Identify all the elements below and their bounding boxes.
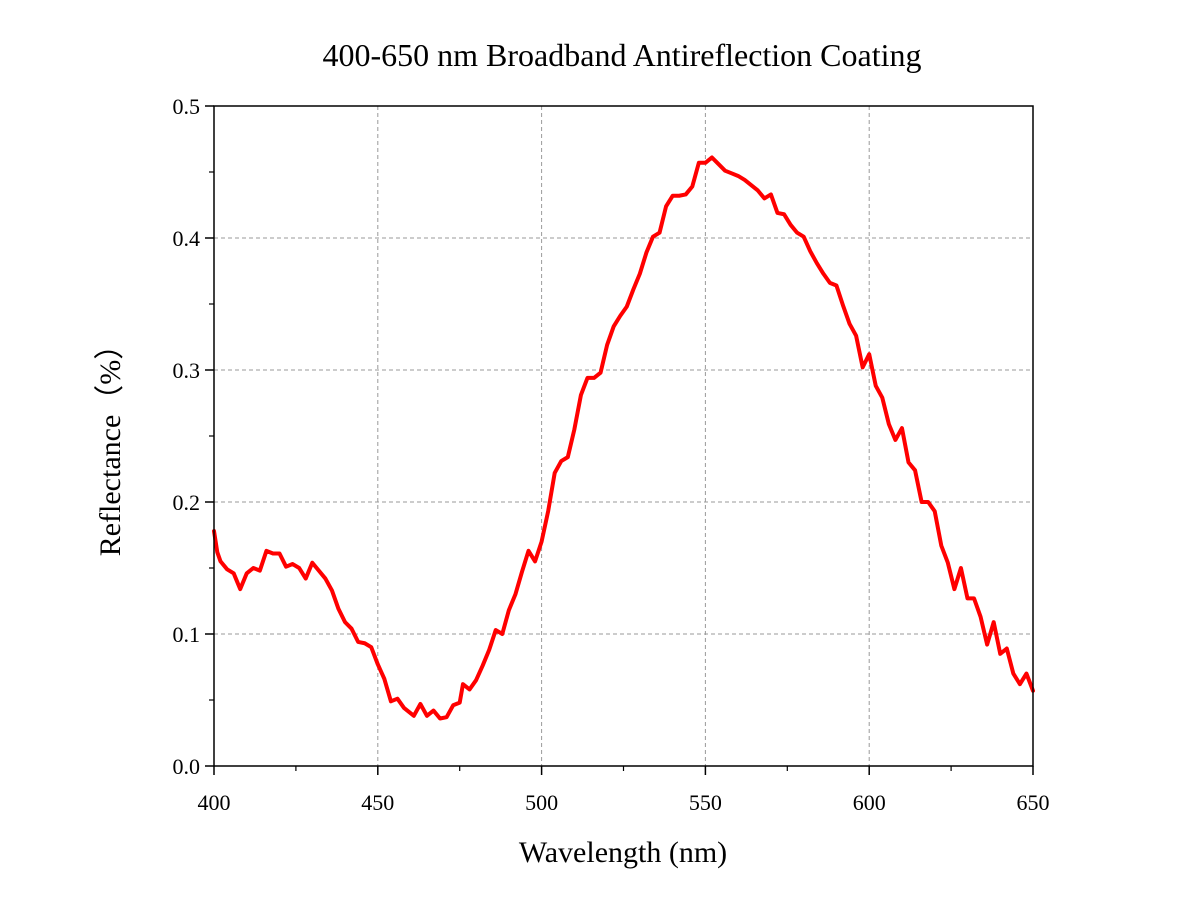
x-tick-label: 600 <box>853 790 886 815</box>
y-tick-label: 0.5 <box>173 94 201 119</box>
x-tick-label: 500 <box>525 790 558 815</box>
gridlines <box>214 106 1033 766</box>
x-tick-label: 550 <box>689 790 722 815</box>
x-tick-label: 650 <box>1017 790 1050 815</box>
chart-title: 400-650 nm Broadband Antireflection Coat… <box>323 37 922 73</box>
y-axis-label: Reflectance（%） <box>94 330 127 557</box>
y-tick-label: 0.3 <box>173 358 201 383</box>
x-axis-label: Wavelength (nm) <box>519 836 727 869</box>
x-tick-label: 400 <box>198 790 231 815</box>
x-tick-label: 450 <box>361 790 394 815</box>
y-tick-label: 0.2 <box>173 490 201 515</box>
y-tick-label: 0.0 <box>173 754 201 779</box>
series-layer <box>212 155 1035 721</box>
y-tick-label: 0.4 <box>173 226 201 251</box>
y-tick-label: 0.1 <box>173 622 201 647</box>
reflectance-series-line <box>212 155 1035 721</box>
axis-ticks: 400 450 500 550 600 650 0.0 0.1 0.2 0.3 0.4 0.5 <box>173 94 1050 815</box>
